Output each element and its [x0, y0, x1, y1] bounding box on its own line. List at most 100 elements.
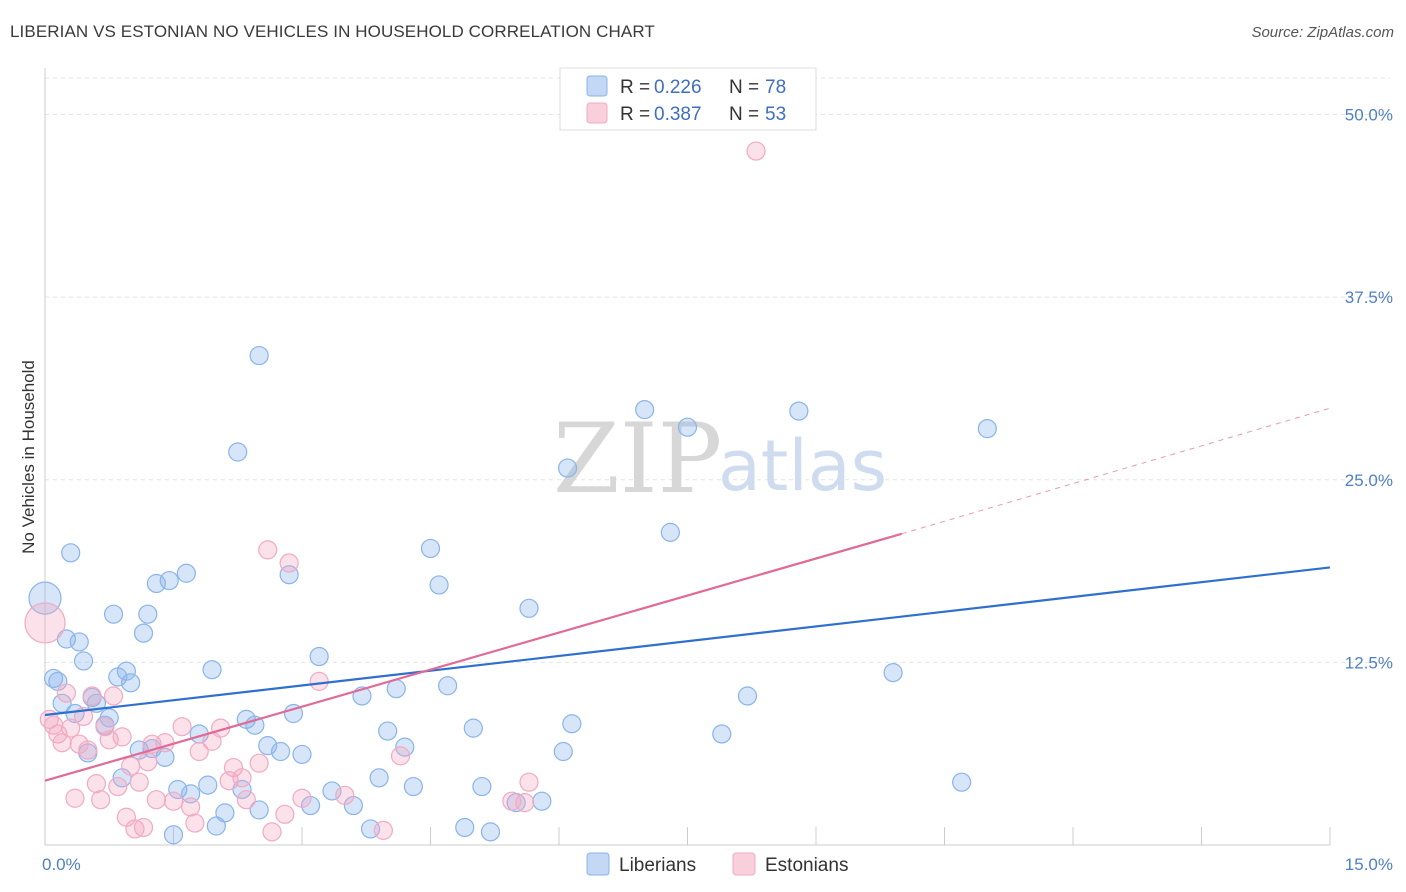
legend-liberian-n-value: 78 [765, 77, 786, 98]
liberian-point-52 [369, 768, 389, 788]
liberian-point-61 [463, 718, 483, 738]
liberian-point-59 [438, 676, 458, 696]
liberian-point-67 [553, 741, 573, 762]
estonian-point-17 [108, 776, 128, 797]
estonian-point-24 [138, 752, 158, 772]
chart-title: LIBERIAN VS ESTONIAN NO VEHICLES IN HOUS… [10, 22, 655, 41]
estonian-point-38 [236, 790, 256, 810]
estonian-point-43 [279, 553, 299, 573]
liberian-point-32 [202, 660, 222, 680]
estonian-point-41 [262, 822, 282, 842]
estonian-point-32 [189, 741, 209, 762]
liberian-point-14 [103, 604, 124, 624]
liberian-point-62 [472, 776, 492, 797]
y-tick-label-2: 37.5% [1345, 288, 1393, 307]
liberian-point-13 [99, 708, 119, 728]
liberian-trend-line [44, 566, 1331, 717]
liberian-point-7 [69, 632, 89, 652]
legend-swatch-liberian [586, 75, 608, 97]
liberian-point-68 [557, 458, 578, 478]
liberian-point-18 [121, 673, 141, 693]
estonian-point-46 [335, 785, 355, 805]
legend: R = 0.226 N = 78 R = 0.387 N = 53 [559, 67, 817, 131]
liberian-point-29 [181, 784, 201, 804]
y-tick-label-3: 50.0% [1345, 106, 1393, 125]
estonian-point-5 [56, 683, 77, 703]
estonian-trend-line [44, 532, 902, 782]
liberian-point-34 [215, 803, 235, 823]
liberian-point-74 [737, 686, 758, 706]
liberian-point-20 [133, 623, 154, 643]
legend-liberian-r-value: 0.226 [654, 77, 702, 98]
bottom-legend: Liberians Estonians [586, 852, 848, 876]
bottom-legend-estonians: Estonians [765, 855, 848, 876]
legend-estonian-r-value: 0.387 [654, 104, 702, 125]
estonian-point-26 [146, 790, 166, 810]
x-tick-labels: 0.0% 15.0% [42, 855, 1393, 874]
estonian-point-4 [52, 733, 72, 753]
liberian-point-44 [283, 703, 304, 724]
liberian-point-31 [198, 775, 218, 795]
estonian-point-23 [133, 817, 154, 838]
bottom-legend-swatch-estonian [732, 852, 756, 876]
liberian-point-76 [883, 663, 903, 683]
liberian-point-27 [168, 779, 188, 800]
estonian-point-31 [185, 813, 205, 833]
estonian-point-37 [232, 768, 252, 788]
estonian-point-10 [78, 740, 98, 760]
legend-estonian-n-label: N = [729, 104, 759, 125]
estonian-point-12 [86, 774, 107, 794]
estonian-point-39 [249, 753, 269, 773]
estonian-point-13 [91, 790, 111, 810]
legend-liberian-r-label: R = [620, 77, 650, 98]
x-tick-label-0: 0.0% [42, 855, 81, 874]
estonian-point-22 [129, 772, 149, 792]
estonian-point-7 [65, 788, 85, 808]
bottom-legend-liberians: Liberians [619, 855, 696, 876]
liberian-point-56 [403, 776, 423, 797]
legend-liberian-n-label: N = [729, 77, 759, 98]
liberian-point-48 [322, 781, 342, 801]
x-tick-label-1: 15.0% [1345, 855, 1393, 874]
liberian-point-69 [562, 714, 582, 734]
estonian-point-11 [82, 686, 102, 706]
liberian-point-25 [159, 570, 179, 591]
liberian-point-21 [138, 604, 158, 624]
liberian-point-42 [270, 741, 291, 762]
estonian-point-16 [103, 686, 124, 706]
estonian-point-44 [292, 788, 312, 808]
trend-lines [44, 407, 1331, 782]
estonian-trend-extension [901, 407, 1331, 535]
y-axis-label: No Vehicles in Household [19, 360, 38, 554]
liberian-points [28, 345, 997, 845]
liberian-point-72 [677, 417, 698, 437]
liberian-point-71 [660, 522, 680, 542]
legend-estonian-n-value: 53 [765, 104, 786, 125]
liberian-point-17 [116, 661, 136, 681]
liberian-point-78 [977, 419, 997, 439]
liberian-point-66 [532, 791, 552, 811]
liberian-point-28 [176, 563, 196, 583]
liberian-point-60 [455, 817, 475, 838]
estonian-point-42 [275, 804, 295, 824]
y-tick-labels: 12.5% 25.0% 37.5% 50.0% [1345, 106, 1393, 673]
estonian-point-45 [309, 671, 329, 691]
y-tick-label-0: 12.5% [1345, 653, 1393, 672]
liberian-point-53 [378, 721, 398, 741]
estonian-point-29 [172, 717, 192, 737]
estonian-point-52 [746, 141, 766, 161]
grid-lines [45, 77, 1390, 663]
estonian-point-47 [373, 820, 393, 840]
liberian-point-70 [635, 400, 655, 420]
liberian-point-8 [73, 651, 94, 671]
y-tick-label-1: 25.0% [1345, 471, 1393, 490]
liberian-point-57 [420, 538, 441, 559]
estonian-point-30 [181, 797, 201, 817]
bottom-legend-swatch-liberian [586, 852, 610, 876]
liberian-point-35 [228, 442, 248, 462]
estonian-point-6 [61, 718, 81, 738]
estonian-point-48 [390, 746, 411, 766]
axes [44, 68, 1331, 846]
estonian-point-18 [112, 727, 132, 747]
